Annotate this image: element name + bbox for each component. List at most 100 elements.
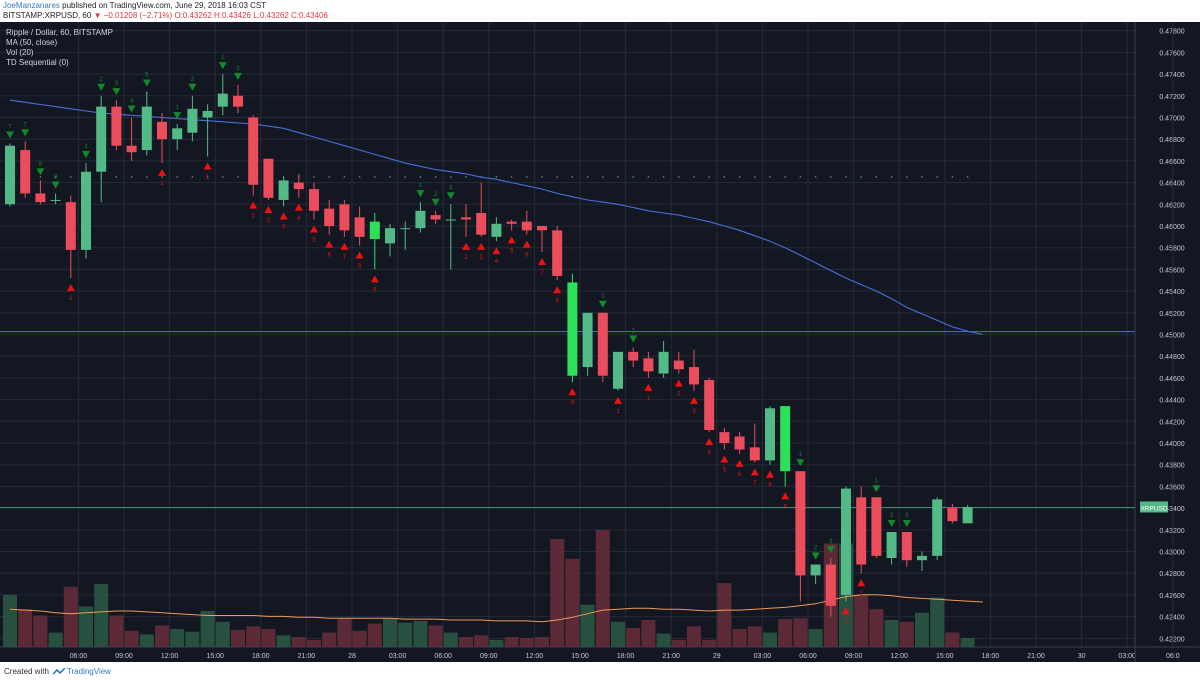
candle-body[interactable] [157, 121, 167, 140]
td-sell-arrow [6, 131, 14, 139]
chart-panel[interactable]: 0.47800 0.47600 0.47400 0.47200 0.47000 0.468… [0, 22, 1200, 662]
candle-body[interactable] [415, 210, 426, 229]
candle-body[interactable] [719, 432, 730, 444]
candle-body[interactable] [430, 215, 441, 220]
candle-body[interactable] [825, 564, 836, 606]
candle-body[interactable] [582, 312, 593, 368]
candle-body[interactable] [81, 171, 91, 250]
candle-body[interactable] [293, 182, 304, 190]
candle-body[interactable] [445, 219, 456, 221]
candle-body[interactable] [765, 408, 775, 461]
candle-body[interactable] [871, 497, 882, 556]
candle-body[interactable] [96, 106, 107, 172]
legend-vol[interactable]: Vol (20) [6, 48, 34, 57]
candle-body[interactable] [309, 189, 319, 211]
candle-body[interactable] [749, 447, 760, 461]
td-level-dot [495, 176, 498, 178]
legend-title: Ripple / Dollar, 60, BITSTAMP [6, 28, 113, 37]
candle-body[interactable] [111, 106, 122, 146]
candle-body[interactable] [673, 360, 684, 370]
candle-body[interactable] [689, 367, 699, 385]
td-buy-arrow [857, 579, 866, 587]
candle-body[interactable] [5, 145, 15, 205]
candle-body[interactable] [537, 225, 547, 231]
candle-body[interactable] [567, 282, 578, 376]
candle-body[interactable] [248, 117, 259, 185]
x-tick-label: 03:00 [389, 653, 407, 660]
td-buy-arrow [355, 251, 364, 259]
legend-td[interactable]: TD Sequential (0) [6, 58, 69, 67]
candle-body[interactable] [962, 507, 973, 524]
volume-bar [763, 632, 777, 647]
candle-body[interactable] [643, 358, 654, 372]
candle-body[interactable] [369, 221, 380, 240]
y-tick-label: 0.47600 [1159, 50, 1184, 57]
candle-body[interactable] [187, 108, 198, 133]
candle-body[interactable] [506, 221, 517, 224]
candle-body[interactable] [217, 93, 228, 107]
candle-body[interactable] [126, 145, 137, 153]
td-level-dot [647, 176, 650, 178]
candle-body[interactable] [810, 564, 821, 576]
candle-body[interactable] [521, 221, 532, 231]
candle-body[interactable] [400, 228, 411, 230]
td-sell-count: 1 [176, 105, 180, 111]
candle-body[interactable] [947, 508, 958, 522]
td-sell-count: 4 [130, 98, 134, 104]
candle-body[interactable] [628, 351, 639, 361]
td-buy-count: 9 [373, 287, 377, 293]
td-level-dot [754, 176, 756, 178]
candle-body[interactable] [385, 228, 395, 244]
author-link[interactable]: JoeManzanares [3, 1, 60, 10]
td-buy-arrow [370, 275, 379, 283]
tradingview-brand[interactable]: TradingView [66, 667, 111, 676]
candle-body[interactable] [461, 217, 471, 220]
y-tick-label: 0.46200 [1159, 202, 1184, 209]
candle-body[interactable] [917, 555, 927, 561]
candle-body[interactable] [141, 106, 152, 151]
candle-body[interactable] [552, 230, 563, 276]
td-sell-arrow [446, 192, 455, 200]
candle-body[interactable] [233, 95, 243, 107]
candle-body[interactable] [704, 380, 715, 430]
td-level-dot [860, 176, 862, 178]
candle-body[interactable] [886, 531, 897, 559]
candle-body[interactable] [202, 110, 213, 118]
candle-body[interactable] [476, 212, 487, 235]
candle-body[interactable] [20, 150, 31, 194]
td-level-dot [130, 176, 133, 178]
candle-body[interactable] [901, 531, 912, 561]
candle-body[interactable] [780, 406, 791, 472]
candle-body[interactable] [354, 217, 365, 237]
candle-body[interactable] [491, 223, 502, 237]
td-level-dot [632, 176, 634, 178]
candle-body[interactable] [658, 351, 669, 374]
candle-body[interactable] [278, 180, 289, 200]
td-sell-count: 5 [145, 72, 149, 78]
volume-bar [960, 638, 975, 647]
candle-body[interactable] [263, 158, 274, 198]
candle-body[interactable] [65, 202, 76, 250]
td-level-dot [510, 176, 513, 178]
candle-body[interactable] [597, 312, 608, 376]
created-with-label: Created with [4, 667, 49, 676]
candle-body[interactable] [324, 208, 335, 226]
td-level-dot [890, 176, 893, 178]
candle-body[interactable] [795, 471, 806, 576]
candle-body[interactable] [841, 488, 851, 595]
td-sell-arrow [629, 335, 638, 343]
candle-body[interactable] [734, 436, 745, 450]
candle-body[interactable] [35, 193, 46, 203]
candle-body[interactable] [172, 128, 183, 140]
volume-bar [352, 630, 367, 647]
candle-body[interactable] [932, 499, 943, 556]
td-buy-arrow [294, 203, 303, 211]
candle-body[interactable] [613, 351, 623, 389]
td-sell-arrow [811, 552, 820, 560]
candle-body[interactable] [339, 204, 350, 231]
legend-ma[interactable]: MA (50, close) [6, 38, 58, 47]
td-level-dot [738, 176, 741, 178]
candle-body[interactable] [856, 497, 867, 565]
candlestick-chart[interactable]: 0.47800 0.47600 0.47400 0.47200 0.47000 0.468… [0, 22, 1200, 662]
candle-body[interactable] [50, 199, 61, 201]
